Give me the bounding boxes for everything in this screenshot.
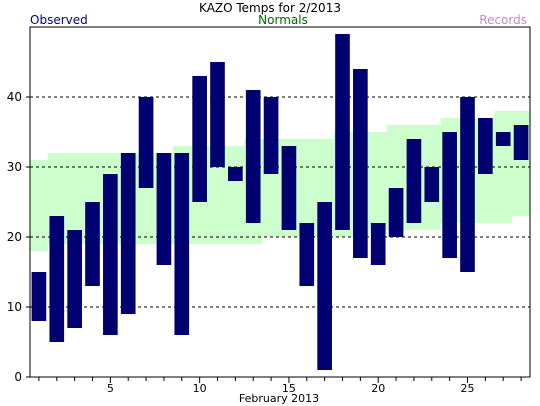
observed-bar [103, 174, 118, 335]
x-tick-label: 10 [193, 382, 207, 395]
observed-bar [245, 90, 261, 223]
y-tick-label: 0 [14, 370, 22, 384]
y-tick-label: 30 [7, 160, 22, 174]
legend-records: Records [479, 13, 527, 27]
normals-band [30, 111, 530, 251]
observed-bar [478, 118, 493, 174]
observed-bar [67, 230, 82, 328]
y-tick-label: 40 [7, 90, 22, 104]
observed-bar [49, 216, 65, 342]
observed-bar [210, 62, 225, 167]
observed-bar [85, 202, 100, 286]
observed-bar [442, 132, 457, 258]
chart-title: KAZO Temps for 2/2013 [199, 1, 341, 15]
x-axis-label: February 2013 [239, 392, 319, 405]
observed-bar [156, 153, 172, 265]
legend-observed: Observed [30, 13, 88, 27]
observed-bar [174, 153, 190, 335]
plot-frame [29, 26, 531, 378]
x-tick-label: 20 [371, 382, 385, 395]
observed-bar [192, 76, 207, 202]
observed-bar [424, 167, 440, 202]
observed-bar [460, 97, 475, 272]
observed-bar [263, 97, 279, 174]
y-tick-label: 20 [7, 230, 22, 244]
observed-bar [138, 97, 154, 188]
observed-bar [335, 34, 350, 230]
observed-bar [513, 125, 529, 160]
observed-bar [317, 202, 332, 370]
y-tick-label: 10 [7, 300, 22, 314]
legend-normals: Normals [258, 13, 308, 27]
x-tick-label: 15 [282, 382, 296, 395]
observed-bar [495, 132, 511, 146]
observed-bar [370, 223, 386, 265]
observed-bar [353, 69, 368, 258]
x-tick-label: 25 [461, 382, 475, 395]
observed-bar [299, 223, 315, 286]
observed-bar [228, 167, 243, 181]
observed-bar [120, 153, 136, 314]
observed-bar [281, 146, 297, 230]
x-tick-label: 5 [107, 382, 114, 395]
observed-bar [388, 188, 404, 237]
observed-bar [406, 139, 422, 223]
plot-area: 0 10 20 30 40 5 10 15 20 25 [7, 26, 531, 395]
observed-bar [31, 272, 47, 321]
